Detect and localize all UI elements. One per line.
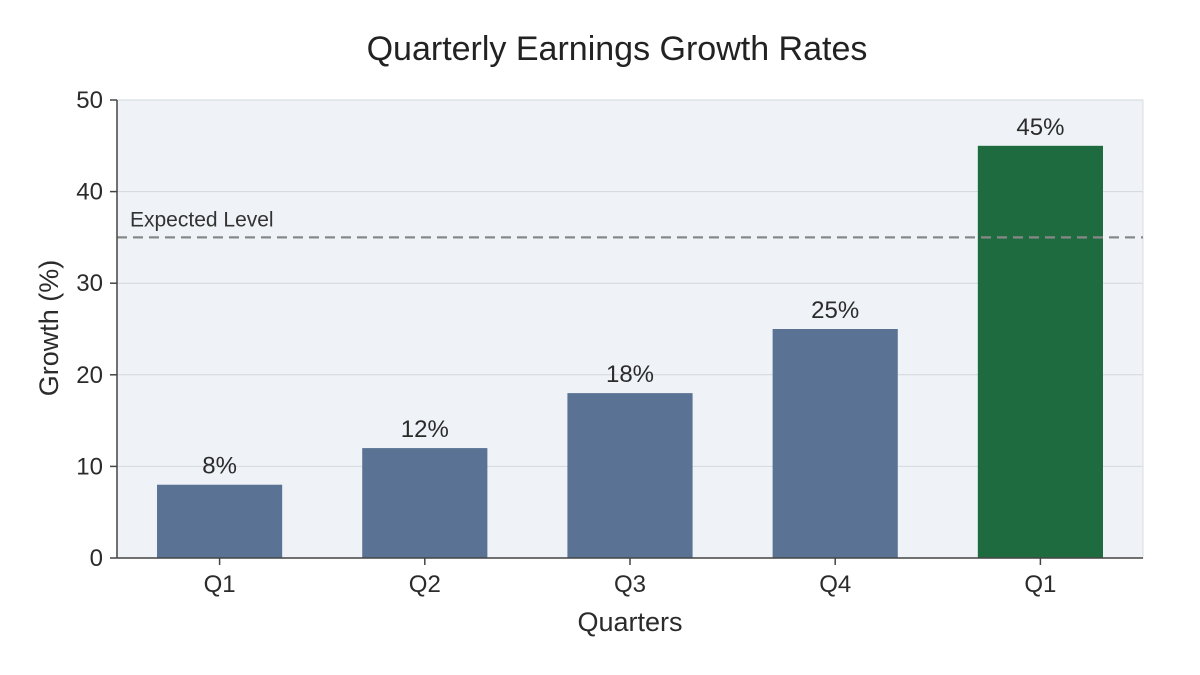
y-tick-label: 10 xyxy=(76,453,103,480)
bar xyxy=(157,484,283,558)
y-tick-label: 40 xyxy=(76,179,103,206)
chart-title: Quarterly Earnings Growth Rates xyxy=(367,30,868,68)
x-axis-title: Quarters xyxy=(577,607,682,637)
y-axis-title: Growth (%) xyxy=(34,260,64,397)
plot-layer: 0 10 20 30 40 50 8% Q1 12% Q2 18% Q3 25% Q4 45% Q1 Expec… xyxy=(76,87,1144,598)
reference-line-label: Expected Level xyxy=(130,208,274,231)
bar xyxy=(977,145,1103,559)
y-tick-label: 30 xyxy=(76,270,103,297)
x-tick-label: Q3 xyxy=(614,571,646,598)
bar xyxy=(772,329,898,558)
y-tick-label: 50 xyxy=(76,87,103,114)
bar xyxy=(567,393,693,558)
bar-value-label: 25% xyxy=(811,297,859,324)
bar xyxy=(362,448,488,558)
x-tick-label: Q1 xyxy=(1024,571,1056,598)
x-tick-label: Q1 xyxy=(204,571,236,598)
x-tick-label: Q4 xyxy=(819,571,851,598)
y-tick-label: 20 xyxy=(76,362,103,389)
bar-value-label: 45% xyxy=(1016,114,1064,141)
bar-value-label: 8% xyxy=(202,453,237,480)
x-tick-label: Q2 xyxy=(409,571,441,598)
bar-value-label: 18% xyxy=(606,361,654,388)
y-tick-label: 0 xyxy=(90,545,103,572)
bar-value-label: 12% xyxy=(401,416,449,443)
